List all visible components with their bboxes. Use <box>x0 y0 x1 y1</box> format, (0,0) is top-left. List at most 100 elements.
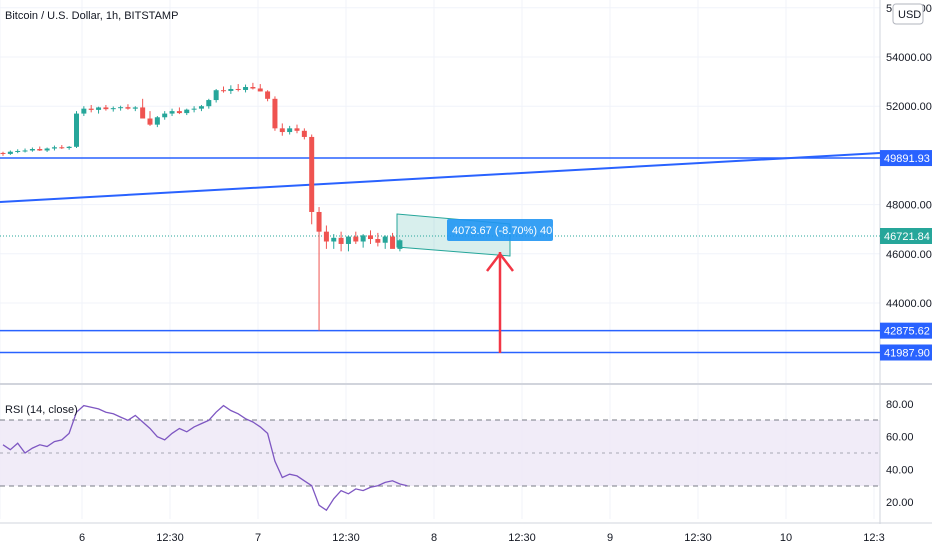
level-tag-bg <box>880 150 932 167</box>
candle-body[interactable] <box>103 107 109 110</box>
candle-body[interactable] <box>301 130 307 137</box>
candle-body[interactable] <box>169 111 175 114</box>
candle-body[interactable] <box>338 237 344 244</box>
candle-body[interactable] <box>228 88 234 91</box>
rsi-tick-label: 20.00 <box>886 497 914 509</box>
rsi-band <box>0 420 880 486</box>
level-tag-bg <box>880 344 932 361</box>
rsi-tick-label: 60.00 <box>886 432 914 444</box>
candle-body[interactable] <box>74 113 79 147</box>
trendline[interactable] <box>0 152 881 203</box>
candle-body[interactable] <box>257 88 263 92</box>
candle-body[interactable] <box>125 107 131 109</box>
current-price-label: 46721.84 <box>884 231 930 243</box>
time-tick-label: 12:30 <box>332 532 360 544</box>
measure-tooltip[interactable]: 4073.67 (-8.70%) 407387 <box>447 219 577 241</box>
level-tag-label: 49891.93 <box>884 153 930 165</box>
candle-body[interactable] <box>331 237 337 242</box>
price-tick-label: 52000.00 <box>886 101 932 113</box>
candle-body[interactable] <box>198 106 204 109</box>
candle-body[interactable] <box>66 146 72 149</box>
time-tick-label: 12:30 <box>156 532 184 544</box>
time-tick-label: 12:30 <box>684 532 712 544</box>
candle-body[interactable] <box>0 152 6 154</box>
horizontal-levels[interactable] <box>0 157 880 354</box>
symbol-title[interactable]: Bitcoin / U.S. Dollar, 1h, BITSTAMP <box>5 10 178 22</box>
current-price-tag: 46721.84 <box>880 228 932 244</box>
candle-body[interactable] <box>213 90 219 101</box>
candle-body[interactable] <box>375 239 381 243</box>
candle-body[interactable] <box>132 107 138 109</box>
candle-body[interactable] <box>390 236 396 249</box>
level-tag-bg <box>880 322 932 339</box>
rsi-tick-label: 80.00 <box>886 399 914 411</box>
time-tick-label: 12:3 <box>863 532 884 544</box>
candle-body[interactable] <box>243 87 249 90</box>
currency-badge[interactable]: USD <box>892 3 924 25</box>
rsi-axis[interactable]: 80.00 60.00 40.00 20.00 <box>886 399 914 509</box>
candle-body[interactable] <box>140 107 146 119</box>
candle-body[interactable] <box>316 211 322 232</box>
candle-body[interactable] <box>88 108 94 110</box>
price-level-tags: 49891.93 42875.62 41987.90 <box>880 150 932 361</box>
price-tick-label: 46000.00 <box>886 249 932 261</box>
candle-body[interactable] <box>191 108 197 110</box>
candle-body[interactable] <box>184 109 190 114</box>
candle-body[interactable] <box>118 107 124 109</box>
candle-body[interactable] <box>250 87 256 89</box>
level-tag-label: 42875.62 <box>884 326 930 338</box>
rsi-tick-label: 40.00 <box>886 464 914 476</box>
time-tick-label: 12:30 <box>508 532 536 544</box>
candle-body[interactable] <box>279 128 285 133</box>
candle-body[interactable] <box>22 150 28 152</box>
candle-body[interactable] <box>235 88 241 90</box>
candle-body[interactable] <box>353 236 359 242</box>
candle-body[interactable] <box>360 235 366 242</box>
measure-label: 4073.67 (-8.70%) 407387 <box>452 225 577 237</box>
arrow-up-icon[interactable] <box>486 251 514 353</box>
candle-body[interactable] <box>51 147 57 149</box>
candle-body[interactable] <box>59 147 65 149</box>
candle-body[interactable] <box>29 149 35 151</box>
candle-body[interactable] <box>162 113 168 118</box>
price-axis[interactable]: 44000.00 46000.00 48000.00 52000.00 54000.00… <box>886 3 932 310</box>
candle-body[interactable] <box>368 235 373 240</box>
currency-label: USD <box>898 9 921 21</box>
candle-body[interactable] <box>323 231 329 242</box>
candle-body[interactable] <box>147 118 153 125</box>
candle-body[interactable] <box>294 128 300 131</box>
time-axis[interactable]: 6 12:30 7 12:30 8 12:30 9 12:30 10 12:3 <box>79 532 885 544</box>
candlestick-series[interactable] <box>0 82 403 331</box>
candle-body[interactable] <box>272 98 278 129</box>
candle-body[interactable] <box>44 148 50 151</box>
candle-body[interactable] <box>96 107 102 110</box>
candle-body[interactable] <box>265 91 271 99</box>
rsi-title[interactable]: RSI (14, close) <box>5 404 78 416</box>
level-tag-label: 41987.90 <box>884 347 930 359</box>
candle-body[interactable] <box>345 236 351 244</box>
candle-body[interactable] <box>287 128 293 133</box>
time-tick-label: 10 <box>780 532 792 544</box>
candle-body[interactable] <box>7 151 13 154</box>
rsi-line[interactable] <box>2 404 408 512</box>
time-tick-label: 7 <box>255 532 261 544</box>
candle-body[interactable] <box>37 149 43 151</box>
time-tick-label: 8 <box>431 532 437 544</box>
candle-body[interactable] <box>81 108 87 114</box>
candle-body[interactable] <box>15 150 21 152</box>
candle-body[interactable] <box>382 236 388 243</box>
price-pane[interactable] <box>0 0 880 381</box>
price-tick-label: 44000.00 <box>886 298 932 310</box>
time-tick-label: 9 <box>607 532 613 544</box>
price-tick-label: 48000.00 <box>886 200 932 212</box>
price-tick-label: 54000.00 <box>886 52 932 64</box>
candle-body[interactable] <box>206 100 212 107</box>
candle-body[interactable] <box>110 108 116 110</box>
candle-body[interactable] <box>221 90 226 92</box>
candle-body[interactable] <box>397 240 403 249</box>
candle-body[interactable] <box>154 117 160 125</box>
candle-body[interactable] <box>176 111 182 114</box>
time-tick-label: 6 <box>79 532 85 544</box>
candle-body[interactable] <box>309 136 315 212</box>
